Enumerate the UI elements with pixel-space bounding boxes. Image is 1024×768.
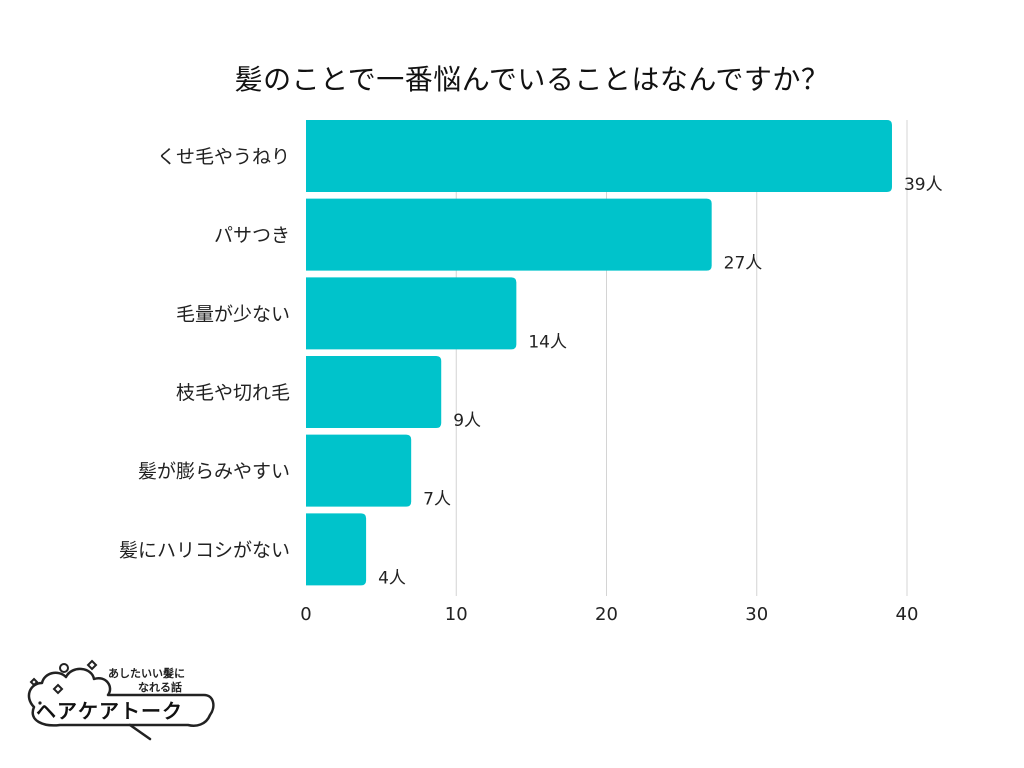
bar xyxy=(306,356,442,428)
x-tick-label: 10 xyxy=(445,604,468,625)
category-label: くせ毛やうねり xyxy=(157,146,290,168)
bar xyxy=(306,198,712,271)
x-tick-label: 30 xyxy=(745,604,768,625)
category-label: 毛量が少ない xyxy=(176,303,290,325)
value-label: 39人 xyxy=(904,175,943,195)
category-label: 髪が膨らみやすい xyxy=(138,461,290,483)
cloud-speech-bubble-icon xyxy=(27,659,215,741)
chart-title: 髪のことで一番悩んでいることはなんですか？ xyxy=(234,63,830,96)
category-label: 髪にハリコシがない xyxy=(119,539,290,561)
value-label: 4人 xyxy=(378,568,406,588)
x-tick-label: 40 xyxy=(896,604,919,625)
value-label: 27人 xyxy=(724,254,763,274)
brand-logo: あしたいい髪に なれる話 ヘアケアトーク xyxy=(20,655,220,745)
bar xyxy=(306,120,892,192)
x-tick-label: 20 xyxy=(595,604,618,625)
x-tick-label: 0 xyxy=(300,604,311,625)
bar xyxy=(306,513,367,586)
bar xyxy=(306,434,412,507)
logo-tagline-2: なれる話 xyxy=(138,681,182,694)
bar xyxy=(306,277,517,350)
value-label: 9人 xyxy=(453,411,481,431)
category-label: パサつき xyxy=(214,225,290,247)
logo-name: ヘアケアトーク xyxy=(36,699,183,723)
category-label: 枝毛や切れ毛 xyxy=(176,382,290,404)
value-label: 14人 xyxy=(528,332,567,352)
logo-tagline: あしたいい髪に xyxy=(108,667,185,680)
value-label: 7人 xyxy=(423,490,451,510)
